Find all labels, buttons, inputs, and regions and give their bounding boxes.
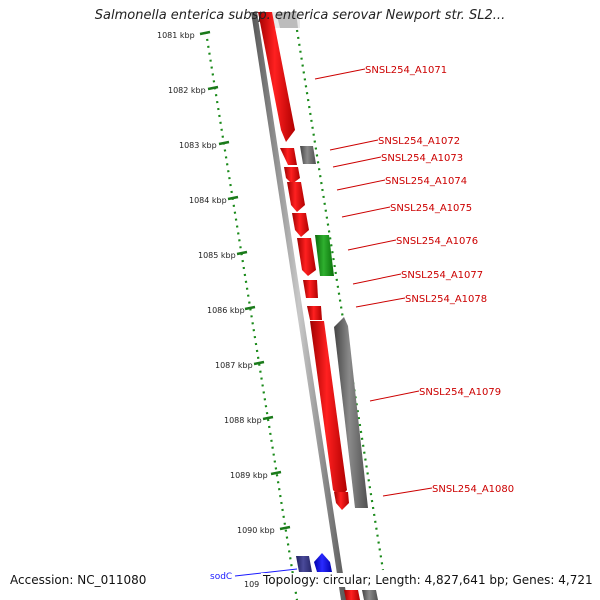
- gene-arrow-sodC[interactable]: [314, 553, 332, 572]
- kbp-label: 109: [244, 580, 259, 589]
- gene-arrow-bottom[interactable]: [344, 590, 360, 600]
- gene-label[interactable]: SNSL254_A1077: [401, 270, 483, 281]
- reverse-genes: [276, 12, 378, 600]
- gene-arrow-A1071[interactable]: [258, 12, 295, 142]
- kbp-label: 1081 kbp: [157, 31, 195, 40]
- gene-box-A1072-rev[interactable]: [300, 146, 316, 164]
- map-title: Salmonella enterica subsp. enterica sero…: [94, 8, 506, 23]
- gene-arrow-A1077[interactable]: [303, 280, 318, 298]
- gene-arrow-top-rev[interactable]: [276, 12, 298, 28]
- kbp-label: 1089 kbp: [230, 471, 268, 480]
- kbp-label: 1085 kbp: [198, 251, 236, 260]
- gene-arrow-bottom-rev[interactable]: [362, 590, 378, 600]
- gene-arrow-A1078[interactable]: [307, 306, 322, 320]
- kbp-label: 1082 kbp: [168, 86, 206, 95]
- kbp-ticks: [199, 30, 291, 531]
- gene-arrow-A1075[interactable]: [292, 213, 309, 237]
- kbp-label: 1087 kbp: [215, 361, 253, 370]
- gene-label[interactable]: SNSL254_A1073: [381, 153, 463, 164]
- gene-arrow-A1072[interactable]: [280, 148, 297, 165]
- kbp-label: 1084 kbp: [189, 196, 227, 205]
- kbp-label: 1086 kbp: [207, 306, 245, 315]
- scale-dotted-line-right: [295, 29, 385, 571]
- gene-arrow-A1073[interactable]: [284, 167, 300, 184]
- gene-label[interactable]: SNSL254_A1079: [419, 387, 501, 398]
- gene-arrow-A1076[interactable]: [297, 238, 316, 276]
- gene-label[interactable]: SNSL254_A1075: [390, 203, 472, 214]
- kbp-label: 1088 kbp: [224, 416, 262, 425]
- kbp-label: 1090 kbp: [237, 526, 275, 535]
- genome-info-text: Topology: circular; Length: 4,827,641 bp…: [261, 573, 595, 587]
- gene-box-navy[interactable]: [296, 556, 312, 572]
- gene-label[interactable]: SNSL254_A1074: [385, 176, 467, 187]
- scale-dotted-line-left: [204, 31, 299, 600]
- gene-label[interactable]: SNSL254_A1080: [432, 484, 514, 495]
- leader-lines: [314, 68, 433, 497]
- gene-arrow-A1080[interactable]: [334, 492, 349, 510]
- gene-arrow-A1079-rev[interactable]: [334, 317, 368, 508]
- gene-label-sodc[interactable]: sodC: [210, 572, 232, 582]
- sodc-leader-line: [234, 568, 298, 577]
- gene-box-A1076-rna[interactable]: [315, 235, 334, 276]
- forward-genes: [258, 12, 360, 600]
- accession-text: Accession: NC_011080: [8, 573, 149, 587]
- gene-label[interactable]: SNSL254_A1071: [365, 65, 447, 76]
- gene-label[interactable]: SNSL254_A1076: [396, 236, 478, 247]
- gene-label[interactable]: SNSL254_A1078: [405, 294, 487, 305]
- gene-arrow-A1079[interactable]: [310, 321, 347, 498]
- kbp-label: 1083 kbp: [179, 141, 217, 150]
- genome-backbone: [251, 12, 347, 600]
- gene-arrow-A1074[interactable]: [287, 182, 305, 212]
- gene-label[interactable]: SNSL254_A1072: [378, 136, 460, 147]
